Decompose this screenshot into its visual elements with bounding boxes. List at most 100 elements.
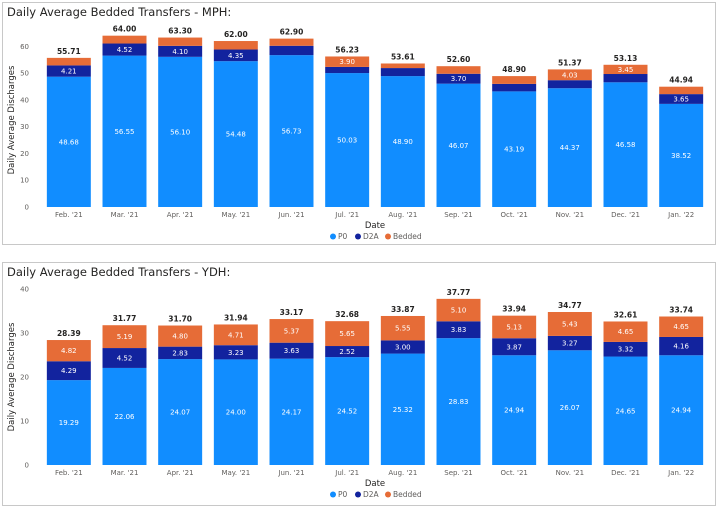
mph-bar-p0[interactable] xyxy=(102,55,147,208)
mph-bar-d2a[interactable] xyxy=(269,45,314,56)
mph-x-tick-label: Nov. '21 xyxy=(556,211,584,219)
ydh-bar-d2a[interactable] xyxy=(213,345,258,360)
mph-bar-bedded[interactable] xyxy=(269,38,314,46)
ydh-bar-p0[interactable] xyxy=(102,367,147,465)
mph-bar-bedded[interactable] xyxy=(547,69,592,81)
ydh-bar-d2a[interactable] xyxy=(492,338,537,356)
ydh-bar-p0[interactable] xyxy=(158,359,203,465)
ydh-bar-d2a[interactable] xyxy=(46,361,91,381)
mph-bar-bedded[interactable] xyxy=(380,63,425,69)
mph-bar-d2a[interactable] xyxy=(213,49,258,62)
ydh-total-label: 28.39 xyxy=(57,329,81,338)
ydh-legend-label-p0[interactable]: P0 xyxy=(338,490,348,499)
ydh-bar-bedded[interactable] xyxy=(659,316,704,337)
mph-legend-label-bedded[interactable]: Bedded xyxy=(393,232,422,241)
ydh-x-tick-label: Apr. '21 xyxy=(167,469,194,477)
ydh-bar-d2a[interactable] xyxy=(436,321,481,339)
mph-y-tick-label: 0 xyxy=(25,204,29,212)
mph-bar-p0[interactable] xyxy=(492,91,537,207)
mph-bar-p0[interactable] xyxy=(547,88,592,207)
ydh-bar-p0[interactable] xyxy=(269,358,314,465)
ydh-data-label-p0: 24.00 xyxy=(226,409,246,417)
mph-bar-p0[interactable] xyxy=(603,82,648,207)
mph-bar-bedded[interactable] xyxy=(46,57,91,66)
mph-bar-bedded[interactable] xyxy=(659,86,704,95)
ydh-bar-p0[interactable] xyxy=(325,357,370,465)
ydh-bar-bedded[interactable] xyxy=(46,340,91,362)
ydh-bar-p0[interactable] xyxy=(436,338,481,465)
ydh-legend-label-d2a[interactable]: D2A xyxy=(363,490,380,499)
mph-data-label-p0: 56.10 xyxy=(170,128,190,136)
ydh-bar-d2a[interactable] xyxy=(158,346,203,360)
ydh-x-tick-label: May. '21 xyxy=(221,469,250,477)
ydh-bar-d2a[interactable] xyxy=(547,335,592,351)
mph-bar-bedded[interactable] xyxy=(436,66,481,74)
mph-y-tick-label: 50 xyxy=(20,70,29,78)
ydh-bar-chart: 0 10 20 30 40 Daily Average Discharges 19.29 4.… xyxy=(7,286,704,499)
mph-bar-bedded[interactable] xyxy=(158,37,203,46)
ydh-bar-bedded[interactable] xyxy=(492,315,537,339)
ydh-bar-bedded[interactable] xyxy=(547,312,592,336)
ydh-total-label: 33.87 xyxy=(391,305,415,314)
ydh-bar-bedded[interactable] xyxy=(269,319,314,343)
mph-bar-d2a[interactable] xyxy=(46,65,91,77)
mph-bar-bedded[interactable] xyxy=(603,64,648,75)
mph-bar-d2a[interactable] xyxy=(436,73,481,84)
mph-bar-p0[interactable] xyxy=(46,76,91,208)
mph-bar-d2a[interactable] xyxy=(380,68,425,77)
mph-bar-p0[interactable] xyxy=(325,73,370,207)
mph-bar-p0[interactable] xyxy=(269,55,314,207)
mph-bar-p0[interactable] xyxy=(158,56,203,207)
ydh-bar-bedded[interactable] xyxy=(158,325,203,347)
mph-bar-p0[interactable] xyxy=(659,103,704,207)
ydh-bar-bedded[interactable] xyxy=(603,321,648,342)
ydh-data-label-bedded: 4.80 xyxy=(172,333,188,341)
mph-total-label: 63.30 xyxy=(168,27,192,36)
ydh-bar-p0[interactable] xyxy=(547,350,592,465)
mph-bar-bedded[interactable] xyxy=(325,56,370,67)
mph-bar-d2a[interactable] xyxy=(659,94,704,104)
mph-bar-d2a[interactable] xyxy=(102,43,147,56)
ydh-bar-d2a[interactable] xyxy=(659,336,704,356)
ydh-bar-bedded[interactable] xyxy=(213,324,258,346)
ydh-bar-p0[interactable] xyxy=(46,380,91,465)
ydh-data-label-d2a: 3.83 xyxy=(451,326,467,334)
mph-x-tick-label: Feb. '21 xyxy=(55,211,83,219)
mph-x-tick-label: Dec. '21 xyxy=(611,211,640,219)
ydh-bar-p0[interactable] xyxy=(659,355,704,465)
mph-legend-label-d2a[interactable]: D2A xyxy=(363,232,380,241)
ydh-bar-bedded[interactable] xyxy=(436,298,481,322)
mph-bar-bedded[interactable] xyxy=(213,41,258,50)
ydh-bar-d2a[interactable] xyxy=(380,340,425,354)
mph-bar-d2a[interactable] xyxy=(547,80,592,89)
ydh-bar-d2a[interactable] xyxy=(325,346,370,358)
ydh-bar-p0[interactable] xyxy=(603,356,648,465)
ydh-x-tick-label: Jul. '21 xyxy=(334,469,359,477)
mph-bar-d2a[interactable] xyxy=(325,66,370,74)
ydh-bar-p0[interactable] xyxy=(213,359,258,465)
ydh-bar-d2a[interactable] xyxy=(603,341,648,357)
ydh-bar-bedded[interactable] xyxy=(325,321,370,347)
mph-bar-d2a[interactable] xyxy=(492,83,537,92)
mph-total-label: 53.61 xyxy=(391,52,415,61)
mph-data-label-d2a: 3.65 xyxy=(673,95,689,103)
mph-data-label-d2a: 3.70 xyxy=(451,75,467,83)
ydh-bar-p0[interactable] xyxy=(492,355,537,465)
mph-bar-p0[interactable] xyxy=(380,76,425,207)
ydh-bar-d2a[interactable] xyxy=(269,342,314,359)
mph-bar-d2a[interactable] xyxy=(603,74,648,83)
mph-total-label: 52.60 xyxy=(447,55,471,64)
mph-bar-d2a[interactable] xyxy=(158,45,203,57)
mph-bar-bedded[interactable] xyxy=(492,76,537,84)
mph-bar-p0[interactable] xyxy=(213,61,258,208)
ydh-bar-bedded[interactable] xyxy=(380,315,425,341)
mph-legend-label-p0[interactable]: P0 xyxy=(338,232,348,241)
ydh-bar-bedded[interactable] xyxy=(102,325,147,349)
ydh-bar-p0[interactable] xyxy=(380,353,425,465)
ydh-bar-d2a[interactable] xyxy=(102,348,147,368)
mph-y-tick-label: 30 xyxy=(20,123,29,131)
mph-bar-p0[interactable] xyxy=(436,83,481,207)
ydh-y-tick-label: 10 xyxy=(20,418,29,426)
ydh-legend-label-bedded[interactable]: Bedded xyxy=(393,490,422,499)
mph-bar-bedded[interactable] xyxy=(102,35,147,44)
